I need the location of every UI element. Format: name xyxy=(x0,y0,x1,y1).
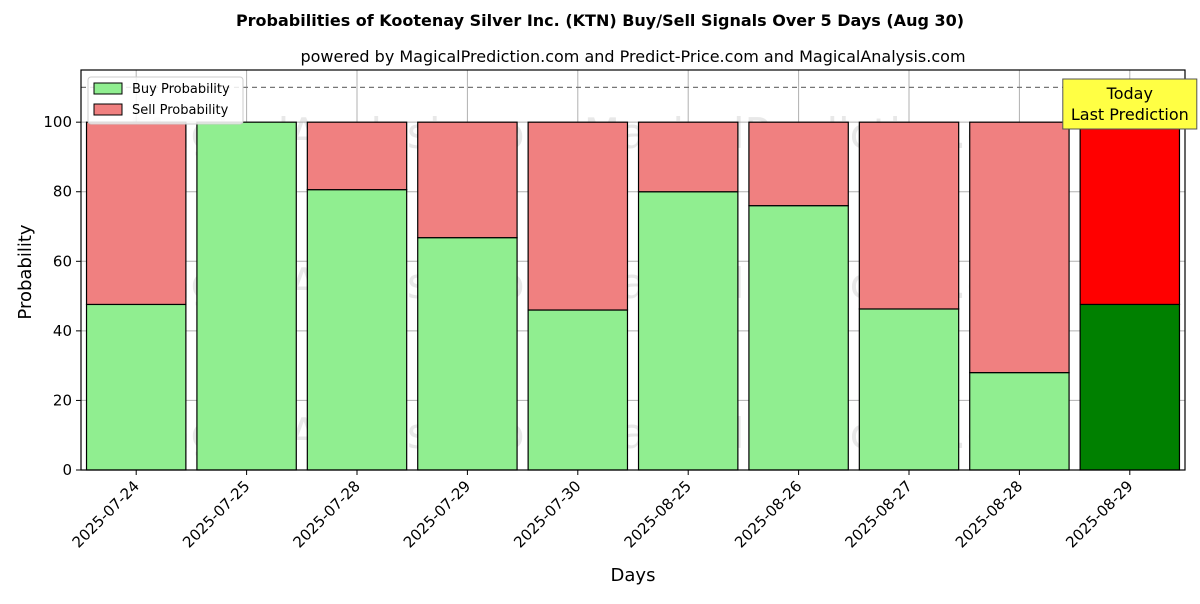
buy-bar xyxy=(1079,303,1181,471)
buy-bar xyxy=(637,191,739,471)
x-tick-label: 2025-07-29 xyxy=(400,477,474,551)
x-tick-label: 2025-07-30 xyxy=(510,477,584,551)
x-tick-label: 2025-08-28 xyxy=(952,477,1026,551)
bars xyxy=(85,121,1181,471)
sell-bar xyxy=(969,121,1070,374)
legend-label-sell: Sell Probability xyxy=(132,103,229,118)
buy-bar xyxy=(969,372,1070,471)
buy-bar xyxy=(306,189,408,471)
x-tick-label: 2025-07-24 xyxy=(69,477,143,551)
plot-frame xyxy=(80,69,1186,471)
y-tick-label: 40 xyxy=(53,322,72,340)
legend-label-buy: Buy Probability xyxy=(132,82,230,97)
x-tick-label: 2025-07-25 xyxy=(179,477,253,551)
chart-subtitle: powered by MagicalPrediction.com and Pre… xyxy=(300,47,965,66)
y-tick-label: 100 xyxy=(43,113,72,131)
annotation-box xyxy=(1062,78,1198,130)
sell-bar xyxy=(1079,121,1181,306)
sell-bar xyxy=(527,121,629,311)
sell-bar xyxy=(858,121,960,310)
y-tick-label: 80 xyxy=(53,183,72,201)
annotation-line2: Last Prediction xyxy=(1071,105,1189,124)
buy-bar xyxy=(527,309,629,471)
x-tick-label: 2025-07-28 xyxy=(289,477,363,551)
legend-swatch-buy xyxy=(93,82,123,95)
sell-bar xyxy=(748,121,849,207)
buy-bar xyxy=(858,308,960,471)
x-tick-label: 2025-08-26 xyxy=(731,477,805,551)
annotation-line1: Today xyxy=(1106,84,1153,103)
x-tick-label: 2025-08-27 xyxy=(841,477,915,551)
sell-bar xyxy=(637,121,739,193)
buy-bar xyxy=(417,237,518,471)
sell-bar xyxy=(85,121,187,306)
y-tick-label: 20 xyxy=(53,391,72,409)
y-tick-label: 60 xyxy=(53,252,72,270)
y-axis-label: Probability xyxy=(15,224,36,319)
legend-swatch-sell xyxy=(93,103,123,116)
annotation: Today Last Prediction xyxy=(1062,78,1198,130)
y-tick-label: 0 xyxy=(62,461,72,479)
x-tick-label: 2025-08-29 xyxy=(1062,477,1136,551)
buy-bar xyxy=(748,205,849,471)
x-tick-label: 2025-08-25 xyxy=(621,477,695,551)
legend-box xyxy=(87,76,244,125)
legend: Buy Probability Sell Probability xyxy=(87,76,244,125)
buy-bar xyxy=(85,303,187,471)
sell-bar xyxy=(417,121,518,239)
buy-bar xyxy=(196,121,297,471)
sell-bar xyxy=(306,121,408,191)
chart-title: Probabilities of Kootenay Silver Inc. (K… xyxy=(236,11,964,30)
x-axis-label: Days xyxy=(611,565,656,586)
